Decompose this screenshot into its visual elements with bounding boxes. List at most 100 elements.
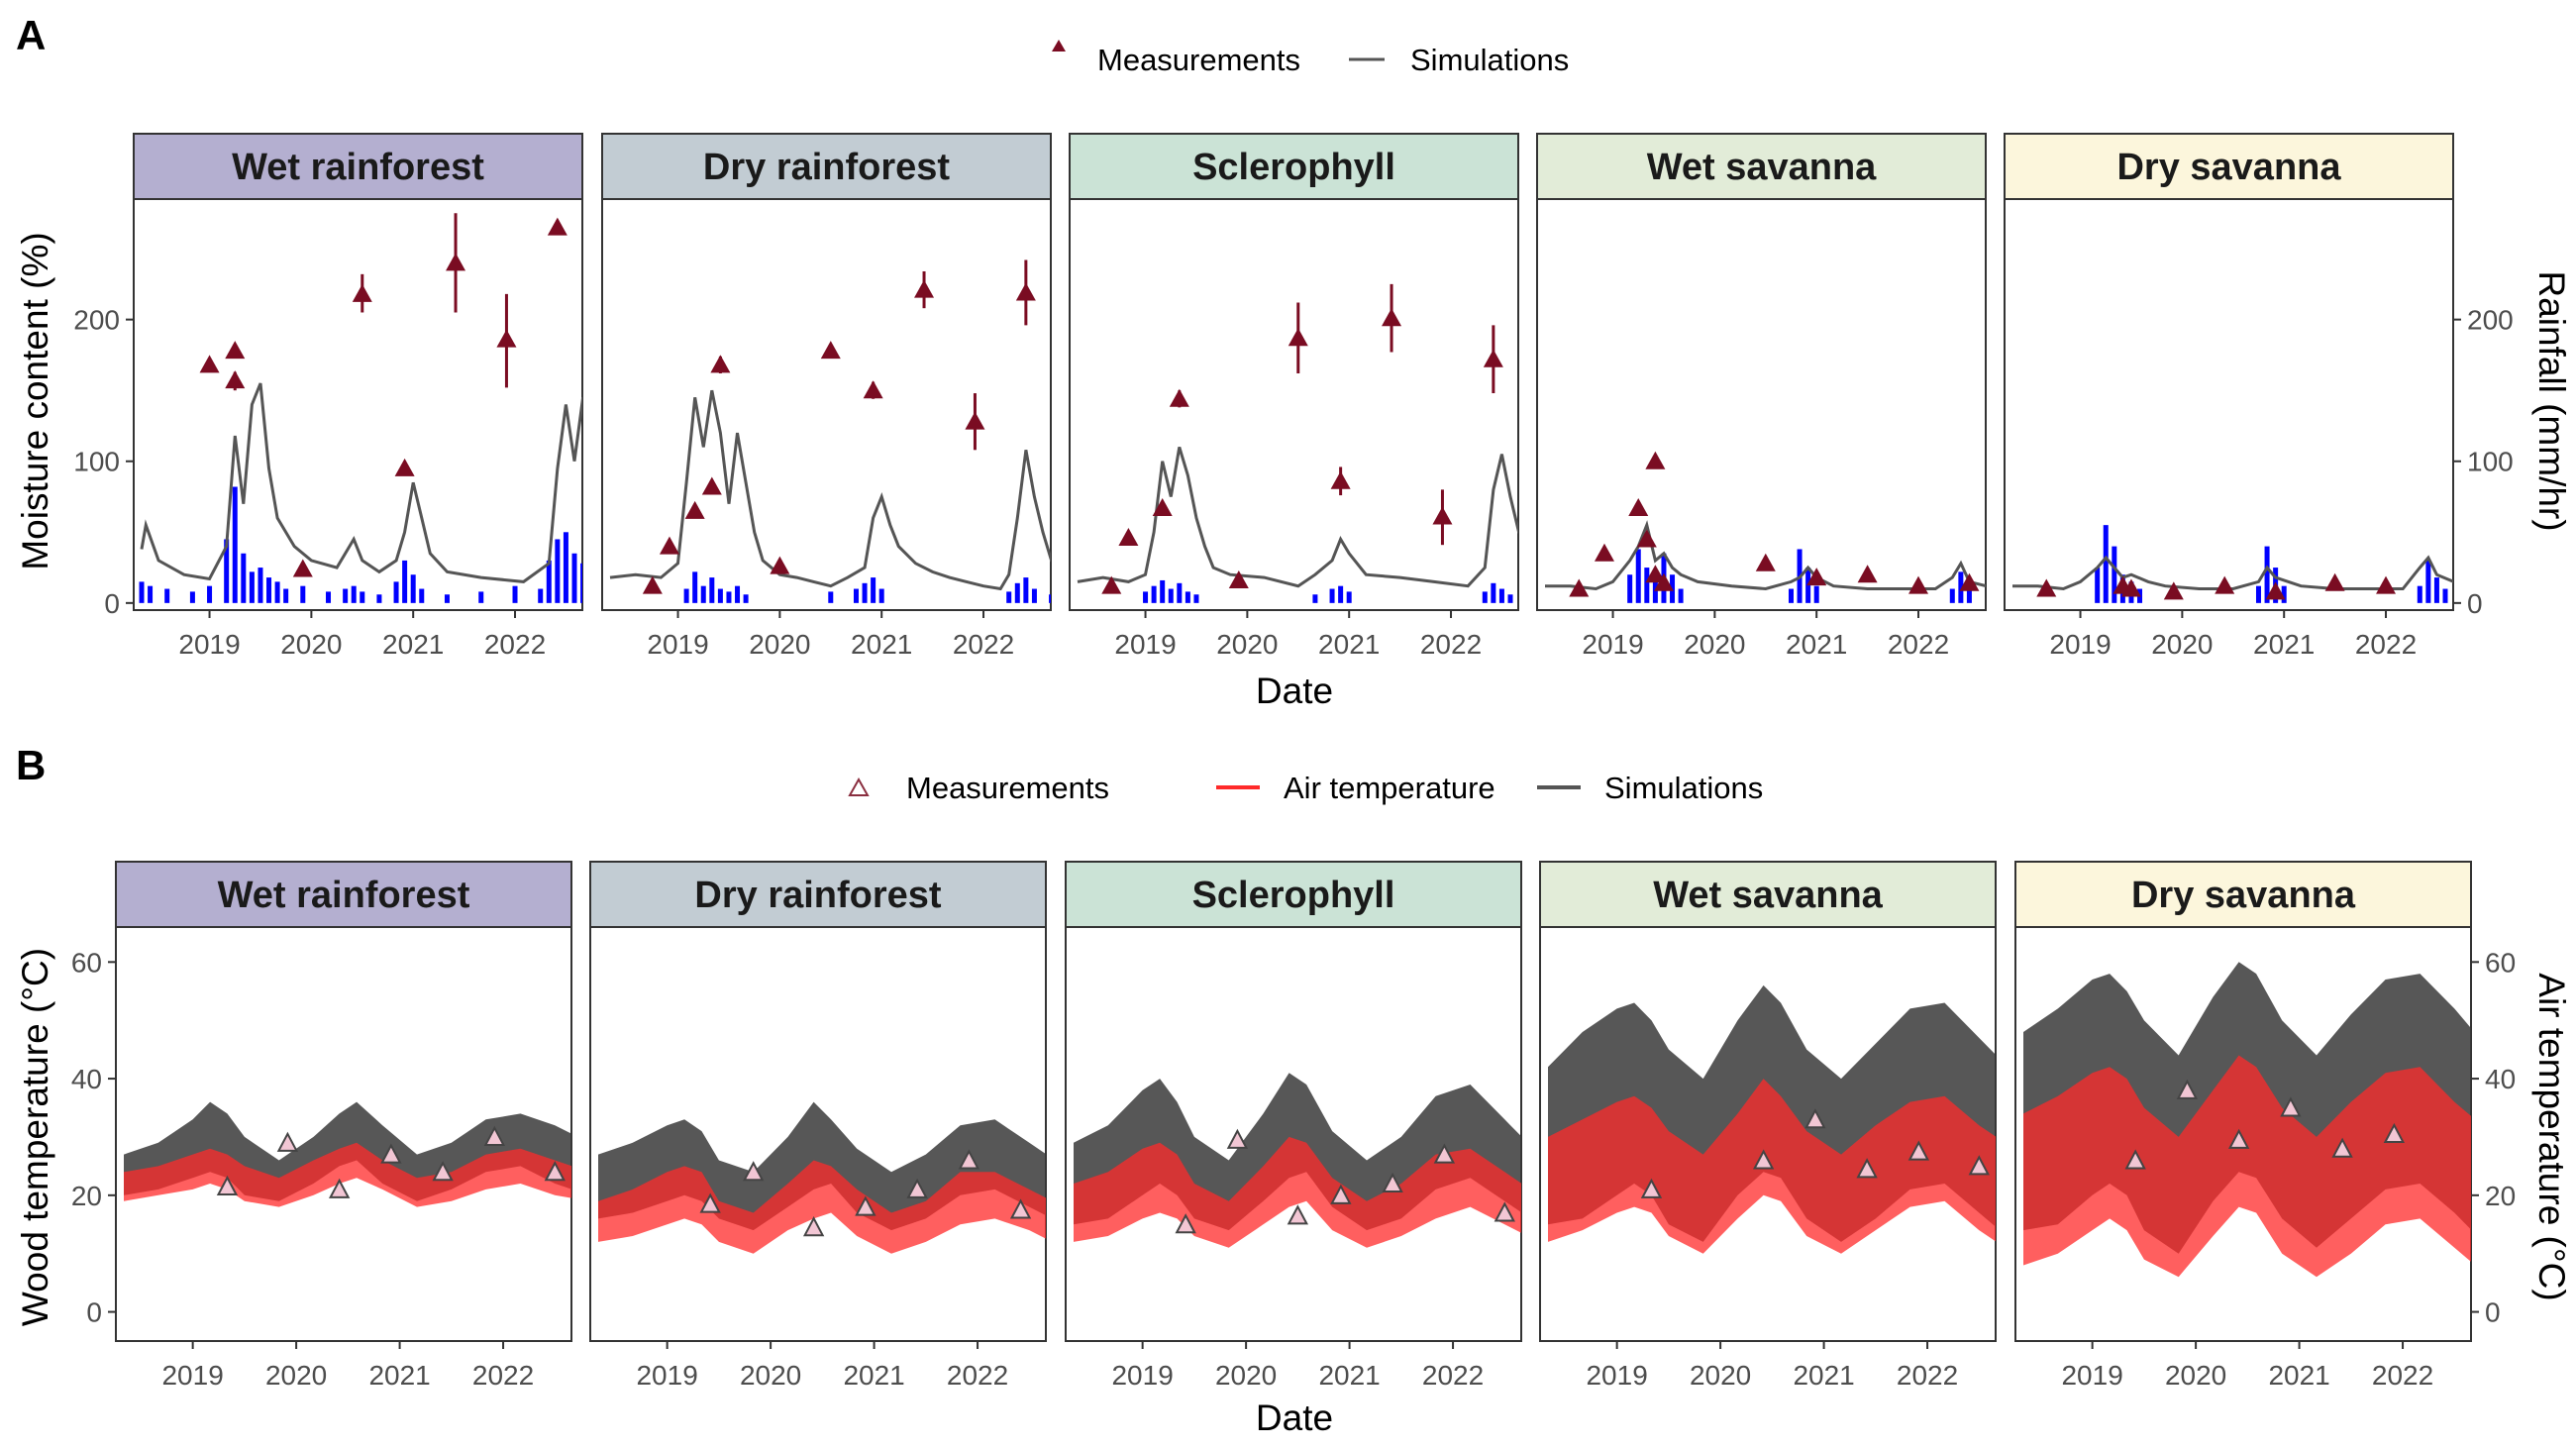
strip-b-wet-savanna xyxy=(1539,861,1997,928)
measurement-point-b-sclerophyll-2 xyxy=(1287,1204,1309,1225)
rainfall-bar-a-wet-savanna-3 xyxy=(1652,581,1658,603)
series-group-a-dry-savanna xyxy=(2012,525,2575,603)
rainfall-bar-a-dry-rainforest-8 xyxy=(828,591,834,603)
measurement-point-a-wet-savanna-3 xyxy=(1636,529,1657,548)
measurement-point-a-wet-savanna-10 xyxy=(1908,575,1929,594)
rainfall-bar-a-dry-rainforest-5 xyxy=(726,591,732,603)
measurement-point-b-dry-rainforest-5 xyxy=(958,1149,980,1170)
measurement-point-a-sclerophyll-7 xyxy=(1382,308,1402,327)
panel-frame-a-dry-savanna xyxy=(2004,198,2454,611)
measurement-point-a-wet-rainforest-4 xyxy=(352,283,372,302)
x-tick-label-a-dry-rainforest-2022: 2022 xyxy=(953,629,1014,660)
facet-a-dry-savanna: Dry savanna 2019 2020 2021 2022 0 100 200 xyxy=(2004,133,2575,660)
rainfall-bar-a-dry-rainforest-4 xyxy=(717,588,723,603)
simulation-line-a-sclerophyll xyxy=(1077,446,1518,588)
rainfall-bar-a-dry-rainforest-2 xyxy=(700,585,706,603)
y2-tick-label-b-dry-savanna-0: 0 xyxy=(2485,1297,2501,1328)
measurement-point-a-sclerophyll-9 xyxy=(1483,349,1503,367)
y2-tick-label-a-dry-savanna-200: 200 xyxy=(2467,305,2514,336)
measurement-point-b-wet-rainforest-2 xyxy=(328,1178,351,1198)
rainfall-bar-a-wet-rainforest-19 xyxy=(393,581,399,603)
x-tick-label-b-dry-rainforest-2021: 2021 xyxy=(843,1360,904,1391)
rainfall-bar-a-dry-savanna-10 xyxy=(2417,585,2422,603)
measurement-point-a-sclerophyll-4 xyxy=(1228,569,1249,588)
x-tick-label-b-wet-rainforest-2021: 2021 xyxy=(368,1360,430,1391)
rainfall-bar-a-wet-rainforest-24 xyxy=(478,591,484,603)
measurement-point-b-wet-savanna-2 xyxy=(1804,1108,1826,1129)
x-tick-label-a-sclerophyll-2022: 2022 xyxy=(1420,629,1482,660)
x-tick-label-a-dry-savanna-2020: 2020 xyxy=(2151,629,2213,660)
measurement-point-b-dry-savanna-5 xyxy=(2383,1122,2406,1143)
rainfall-bar-a-wet-rainforest-1 xyxy=(148,585,154,603)
strip-b-wet-rainforest xyxy=(115,861,572,928)
measurement-point-b-wet-rainforest-0 xyxy=(216,1175,239,1195)
x-tick-label-b-wet-rainforest-2019: 2019 xyxy=(161,1360,223,1391)
measurement-point-b-dry-savanna-4 xyxy=(2331,1137,2353,1158)
x-tick-label-a-sclerophyll-2021: 2021 xyxy=(1318,629,1380,660)
strip-a-dry-savanna xyxy=(2004,133,2454,200)
rainfall-bar-a-dry-savanna-0 xyxy=(2095,568,2101,603)
rainfall-bar-a-wet-rainforest-6 xyxy=(232,486,238,603)
rainfall-bar-a-dry-savanna-6 xyxy=(2255,585,2261,603)
measurement-point-b-sclerophyll-4 xyxy=(1382,1172,1403,1193)
x-tick-label-a-wet-rainforest-2022: 2022 xyxy=(484,629,546,660)
measurement-point-a-dry-savanna-3 xyxy=(2163,581,2184,600)
x-tick-label-b-wet-rainforest-2020: 2020 xyxy=(265,1360,327,1391)
facet-b-dry-savanna: Dry savanna 2019 2020 2021 2022 0 20 40 60 xyxy=(2014,861,2516,1391)
measurement-point-a-wet-rainforest-8 xyxy=(547,217,567,236)
strip-a-dry-rainforest xyxy=(601,133,1052,200)
measurement-point-b-dry-savanna-3 xyxy=(2280,1096,2302,1117)
x-tick-label-a-dry-rainforest-2019: 2019 xyxy=(647,629,708,660)
measurement-point-a-wet-savanna-5 xyxy=(1645,565,1666,583)
y-tick-label-a-wet-rainforest-100: 100 xyxy=(73,447,120,477)
strip-a-wet-savanna xyxy=(1536,133,1987,200)
measurement-point-b-dry-savanna-0 xyxy=(2124,1149,2146,1170)
legend-a-measurements-label: Measurements xyxy=(1097,43,1300,77)
panel-b-y2-axis-title: Air temperature (°C) xyxy=(2531,973,2572,1300)
measurement-point-b-wet-savanna-0 xyxy=(1640,1178,1663,1198)
series-group-a-dry-rainforest xyxy=(609,259,1051,603)
measurement-point-b-sclerophyll-1 xyxy=(1226,1128,1249,1149)
rainfall-bar-a-dry-savanna-14 xyxy=(2570,589,2575,603)
x-tick-label-a-dry-savanna-2019: 2019 xyxy=(2049,629,2111,660)
facet-b-wet-savanna: Wet savanna 2019 2020 2021 2022 xyxy=(1539,861,1997,1391)
rainfall-bar-a-dry-rainforest-6 xyxy=(735,585,741,603)
legend-b-measurement-marker xyxy=(848,776,870,796)
strip-title-a-wet-rainforest: Wet rainforest xyxy=(232,147,484,188)
strip-b-dry-rainforest xyxy=(589,861,1047,928)
measurement-point-b-sclerophyll-5 xyxy=(1433,1143,1456,1164)
x-tick-label-a-wet-savanna-2020: 2020 xyxy=(1684,629,1745,660)
simulation-line-a-wet-rainforest xyxy=(140,382,582,583)
rainfall-bar-a-sclerophyll-13 xyxy=(1498,588,1504,603)
x-tick-label-b-wet-savanna-2020: 2020 xyxy=(1690,1360,1751,1391)
rainfall-bar-a-sclerophyll-14 xyxy=(1507,594,1513,603)
simulation-line-a-dry-savanna xyxy=(2012,555,2453,591)
measurement-point-a-dry-rainforest-7 xyxy=(863,380,883,399)
x-tick-label-a-dry-rainforest-2020: 2020 xyxy=(749,629,810,660)
rainfall-bar-a-wet-rainforest-15 xyxy=(343,588,349,603)
strip-title-b-sclerophyll: Sclerophyll xyxy=(1192,875,1395,916)
air-temperature-band-b-dry-savanna xyxy=(2023,1055,2471,1278)
measurement-point-a-dry-rainforest-9 xyxy=(965,411,985,430)
x-tick-label-a-wet-rainforest-2019: 2019 xyxy=(178,629,240,660)
measurement-point-a-dry-rainforest-2 xyxy=(684,500,705,519)
rainfall-bar-a-dry-savanna-7 xyxy=(2264,546,2270,603)
rainfall-bar-a-sclerophyll-0 xyxy=(1143,591,1149,603)
measurement-point-b-wet-savanna-1 xyxy=(1752,1149,1775,1170)
rainfall-bar-a-sclerophyll-9 xyxy=(1338,585,1344,603)
rainfall-bar-a-wet-rainforest-12 xyxy=(283,588,289,603)
measurement-point-a-dry-savanna-0 xyxy=(2036,578,2057,597)
x-tick-label-b-wet-savanna-2021: 2021 xyxy=(1793,1360,1854,1391)
measurement-point-b-dry-rainforest-4 xyxy=(906,1178,928,1198)
strip-a-sclerophyll xyxy=(1069,133,1519,200)
measurement-point-b-sclerophyll-0 xyxy=(1175,1213,1196,1234)
y-tick-label-a-wet-rainforest-200: 200 xyxy=(73,305,120,336)
y-tick-label-b-wet-rainforest-60: 60 xyxy=(71,947,102,978)
x-tick-label-a-sclerophyll-2019: 2019 xyxy=(1114,629,1176,660)
legend-a-simulations-label: Simulations xyxy=(1410,43,1569,77)
measurement-point-b-dry-savanna-2 xyxy=(2227,1128,2250,1149)
measurement-point-b-wet-rainforest-4 xyxy=(432,1161,454,1182)
rainfall-bar-a-sclerophyll-1 xyxy=(1151,585,1157,603)
rainfall-bar-a-dry-savanna-9 xyxy=(2281,585,2287,603)
measurement-point-a-dry-rainforest-4 xyxy=(710,355,731,373)
